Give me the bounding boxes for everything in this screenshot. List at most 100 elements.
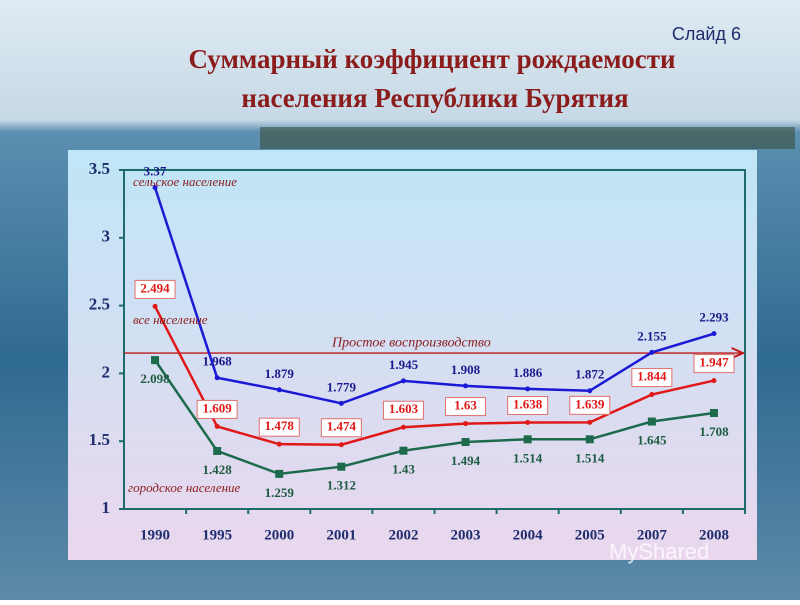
data-label: 1.947: [699, 355, 729, 370]
point: [399, 446, 408, 455]
y-tick-label: 1.5: [89, 430, 110, 449]
label-box: [445, 397, 487, 417]
point: [152, 185, 158, 191]
label-box: [258, 417, 300, 437]
x-tick-label: 2005: [575, 527, 605, 543]
data-label: 2.293: [699, 310, 729, 325]
label-box: [693, 354, 735, 374]
point: [152, 303, 158, 309]
point: [649, 349, 655, 355]
point: [525, 419, 531, 425]
reference-label: Простое воспроизводство: [331, 335, 491, 350]
slide-label: Слайд 6: [672, 24, 741, 44]
y-tick-label: 1: [102, 498, 111, 517]
y-tick-label: 2.5: [89, 295, 110, 314]
point: [647, 417, 656, 426]
data-label: 2.098: [140, 371, 170, 386]
point: [275, 469, 284, 478]
series-line: [153, 305, 715, 446]
point: [338, 400, 344, 406]
data-label: 1.844: [637, 369, 667, 384]
shore: [260, 127, 795, 149]
data-label: 1.708: [699, 424, 729, 439]
point: [400, 378, 406, 384]
label-box: [507, 395, 549, 415]
data-label: 1.639: [575, 396, 605, 411]
plot: 1 1.5 2 2.5 3 3.5 1990 1995 2000 2001 2002 2003 2004…: [89, 159, 746, 543]
data-label: 3.37: [144, 164, 167, 179]
label-box: [134, 279, 176, 299]
data-label: 1.779: [327, 379, 357, 394]
data-label: 1.968: [203, 354, 233, 369]
x-tick-label: 1995: [202, 527, 232, 543]
x-tick-label: 2001: [326, 527, 356, 543]
x-tick-label: 2008: [699, 527, 729, 543]
x-tick-label: 2004: [513, 527, 544, 543]
data-label: 1.312: [327, 478, 356, 493]
y-tick-label: 3.5: [89, 159, 110, 178]
x-tick-label: 2002: [388, 527, 418, 543]
data-label: 1.908: [451, 362, 481, 377]
point: [587, 419, 593, 425]
data-label: 1.428: [203, 462, 233, 477]
watermark: MyShared: [609, 539, 709, 564]
label-box: [569, 395, 611, 415]
point: [649, 392, 655, 398]
point: [213, 446, 222, 455]
label-box: [631, 368, 673, 388]
x-tick-label: 1990: [140, 527, 170, 543]
point: [587, 388, 593, 394]
x-tick-label: 2003: [451, 527, 481, 543]
point: [151, 356, 160, 365]
point: [711, 378, 717, 384]
series-line: [153, 187, 715, 405]
point: [525, 386, 531, 392]
label-box: [196, 399, 238, 419]
label-box: [320, 418, 362, 438]
data-label: 1.474: [327, 419, 357, 434]
data-label: 1.638: [513, 396, 543, 411]
point: [463, 383, 469, 389]
point: [463, 421, 469, 427]
chart-panel: [68, 150, 757, 560]
data-label: 1.43: [392, 462, 415, 477]
point: [461, 438, 470, 447]
series-line: [154, 359, 715, 476]
point: [214, 423, 220, 429]
point: [276, 387, 282, 393]
data-label: 1.872: [575, 367, 604, 382]
x-tick-label: 2000: [264, 527, 294, 543]
point: [338, 442, 344, 448]
point: [276, 441, 282, 447]
point: [523, 435, 532, 444]
data-label: 2.155: [637, 328, 667, 343]
data-label: 1.603: [389, 401, 419, 416]
point: [585, 435, 594, 444]
data-label: 1.478: [265, 418, 295, 433]
series-name: городское население: [128, 480, 241, 495]
point: [337, 462, 346, 471]
data-label: 1.945: [389, 357, 419, 372]
point: [709, 408, 718, 417]
data-label: 1.645: [637, 433, 667, 448]
chart-title: населения Республики Бурятия: [241, 83, 628, 113]
y-tick-label: 2: [102, 362, 111, 381]
series-name: сельское население: [133, 174, 237, 189]
data-label: 1.609: [203, 400, 233, 415]
label-box: [382, 400, 424, 420]
data-label: 1.514: [513, 450, 543, 465]
data-label: 2.494: [140, 280, 170, 295]
point: [400, 424, 406, 430]
chart-title: Суммарный коэффициент рождаемости: [188, 44, 675, 74]
data-label: 1.259: [265, 485, 295, 500]
series-name: все население: [133, 312, 208, 327]
data-label: 1.514: [575, 450, 605, 465]
point: [214, 375, 220, 381]
data-label: 1.886: [513, 365, 543, 380]
point: [711, 331, 717, 337]
y-tick-label: 3: [102, 227, 111, 246]
x-tick-label: 2007: [637, 527, 668, 543]
data-label: 1.63: [454, 398, 477, 413]
